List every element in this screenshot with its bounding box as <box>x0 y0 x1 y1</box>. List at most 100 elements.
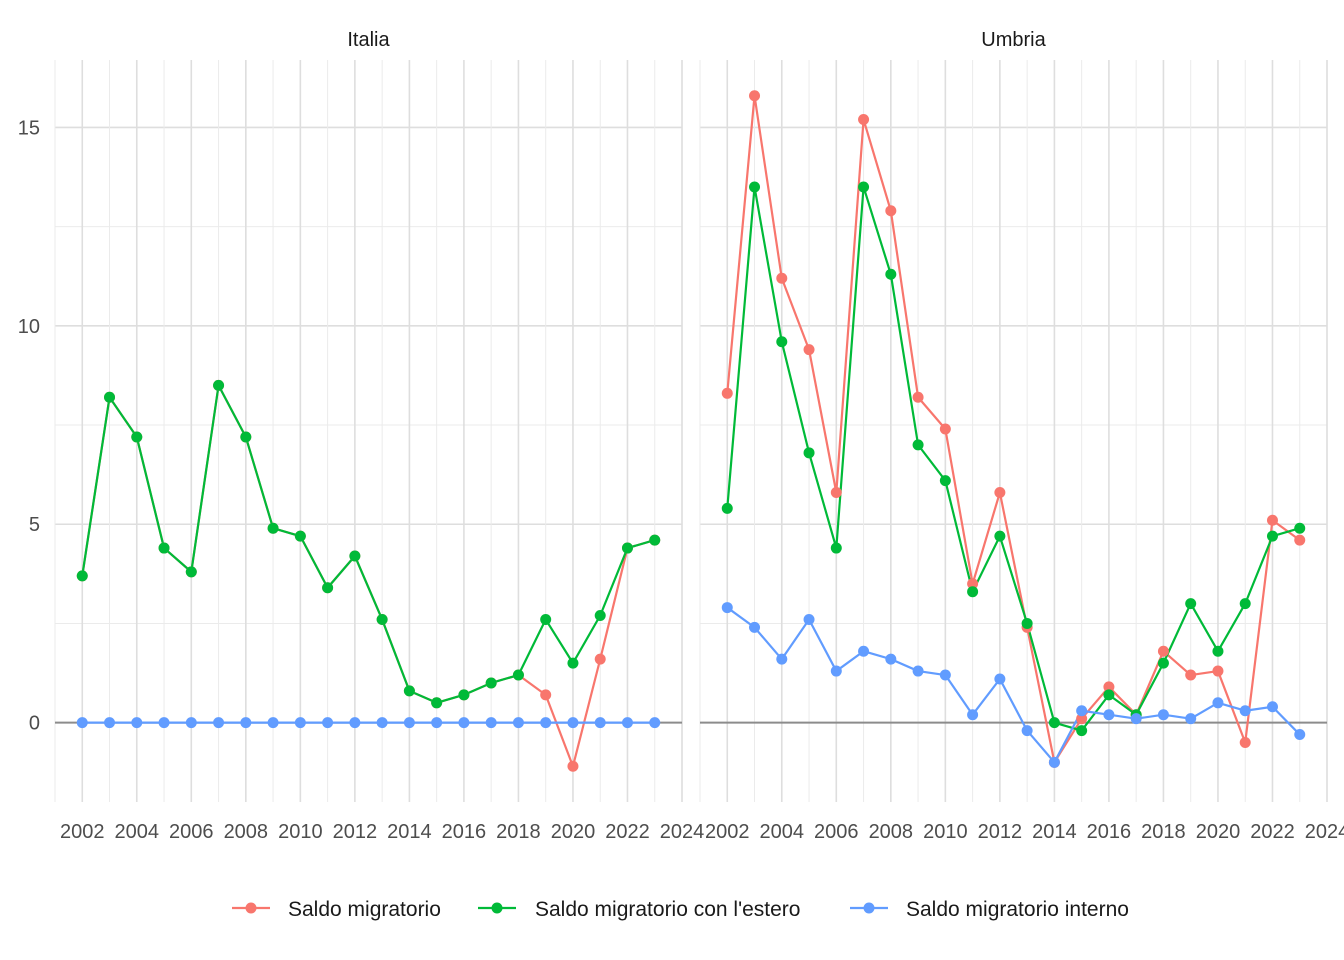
data-point <box>649 534 661 546</box>
legend-item: Saldo migratorio <box>232 898 441 921</box>
x-tick-label: 2024 <box>1305 821 1344 843</box>
series-line <box>726 185 1301 732</box>
data-point <box>431 717 443 729</box>
x-tick-label: 2016 <box>442 821 487 843</box>
data-point <box>858 181 870 193</box>
x-tick-label: 2008 <box>869 821 914 843</box>
x-tick-label: 2016 <box>1087 821 1132 843</box>
legend-key-point <box>491 902 503 914</box>
data-point <box>104 391 116 403</box>
data-point <box>1076 725 1088 737</box>
y-tick-label: 5 <box>29 514 40 536</box>
data-point <box>485 677 497 689</box>
data-point <box>185 717 197 729</box>
x-tick-label: 2022 <box>1250 821 1295 843</box>
data-point <box>431 697 443 709</box>
data-point <box>1294 729 1306 741</box>
data-point <box>1157 709 1169 721</box>
data-point <box>885 205 897 217</box>
data-point <box>1076 713 1088 725</box>
legend: Saldo migratorio Saldo migratorio con l'e… <box>232 898 1129 921</box>
data-point <box>594 653 606 665</box>
data-point <box>1212 697 1224 709</box>
data-point <box>131 717 143 729</box>
data-point <box>240 717 252 729</box>
x-tick-label: 2020 <box>551 821 596 843</box>
data-point <box>1266 701 1278 713</box>
legend-key-point <box>863 902 875 914</box>
data-point <box>1048 756 1060 768</box>
data-point <box>1212 645 1224 657</box>
data-point <box>267 717 279 729</box>
data-point <box>540 689 552 701</box>
data-point <box>830 487 842 499</box>
x-tick-label: 2020 <box>1196 821 1241 843</box>
data-point <box>567 657 579 669</box>
data-point <box>1021 617 1033 629</box>
data-point <box>131 431 143 443</box>
y-tick-label: 10 <box>18 316 40 338</box>
x-tick-label: 2008 <box>224 821 269 843</box>
data-point <box>185 566 197 578</box>
data-point <box>912 665 924 677</box>
data-point <box>294 530 306 542</box>
data-point <box>885 653 897 665</box>
data-point <box>1266 514 1278 526</box>
data-point <box>749 621 761 633</box>
x-tick-label: 2002 <box>60 821 105 843</box>
data-point <box>1076 705 1088 717</box>
data-point <box>830 542 842 554</box>
data-point <box>1157 645 1169 657</box>
panel-umbria: Umbria 2002 2004 2006 2008 2010 2012 2014 2016 20… <box>699 29 1344 843</box>
x-tick-label: 2006 <box>814 821 859 843</box>
data-point <box>1021 725 1033 737</box>
x-tick-label: 2002 <box>705 821 750 843</box>
series-line <box>81 384 656 768</box>
data-point <box>721 502 733 514</box>
data-point <box>458 717 470 729</box>
x-tick-label: 2006 <box>169 821 214 843</box>
data-point <box>76 570 88 582</box>
data-point <box>213 717 225 729</box>
data-point <box>1103 681 1115 693</box>
data-point <box>104 717 116 729</box>
data-point <box>830 665 842 677</box>
data-point <box>749 90 761 102</box>
data-point <box>594 717 606 729</box>
data-point <box>1048 717 1060 729</box>
legend-key-point <box>245 902 257 914</box>
data-point <box>1239 736 1251 748</box>
data-point <box>621 542 633 554</box>
data-point <box>349 550 361 562</box>
data-point <box>803 344 815 356</box>
data-point <box>858 645 870 657</box>
data-point <box>567 717 579 729</box>
data-point <box>1185 713 1197 725</box>
data-point <box>512 717 524 729</box>
data-point <box>240 431 252 443</box>
x-tick-label: 2004 <box>760 821 805 843</box>
data-point <box>1294 534 1306 546</box>
data-point <box>1157 657 1169 669</box>
data-point <box>994 673 1006 685</box>
legend-item: Saldo migratorio interno <box>850 898 1129 921</box>
x-tick-label: 2004 <box>115 821 160 843</box>
data-point <box>322 582 334 594</box>
x-tick-label: 2014 <box>387 821 432 843</box>
data-point <box>1239 598 1251 610</box>
data-point <box>803 447 815 459</box>
data-point <box>776 272 788 284</box>
legend-label: Saldo migratorio interno <box>906 898 1129 921</box>
data-point <box>567 760 579 772</box>
data-point <box>403 717 415 729</box>
data-point <box>1103 689 1115 701</box>
data-point <box>994 487 1006 499</box>
data-point <box>912 391 924 403</box>
data-point <box>1212 665 1224 677</box>
data-point <box>1103 709 1115 721</box>
data-point <box>158 542 170 554</box>
x-tick-label: 2012 <box>333 821 378 843</box>
x-tick-label: 2022 <box>605 821 650 843</box>
data-point <box>540 613 552 625</box>
